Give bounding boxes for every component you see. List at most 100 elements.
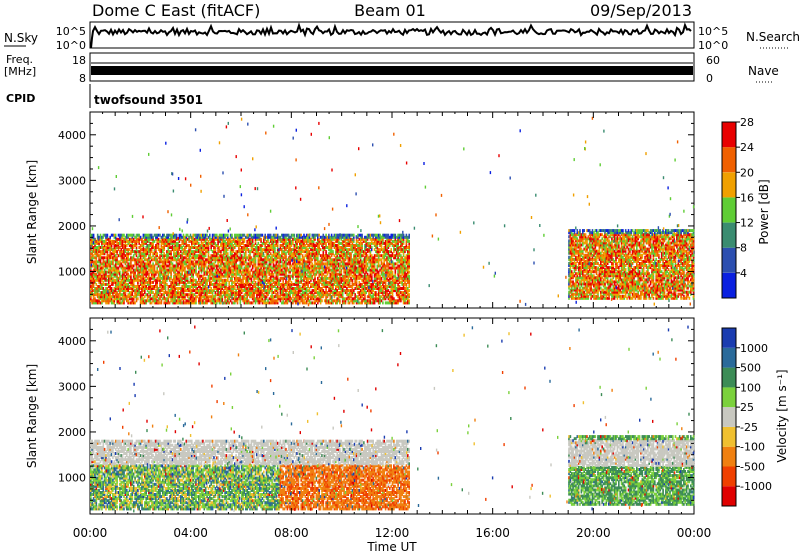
- power-cell: [261, 241, 264, 245]
- power-cell: [145, 241, 147, 245]
- power-cell: [236, 256, 239, 260]
- power-cell: [232, 285, 235, 288]
- power-cell: [245, 266, 247, 270]
- power-cell: [91, 276, 93, 280]
- power-cell: [148, 287, 150, 290]
- power-cell: [210, 268, 212, 272]
- power-cell: [220, 256, 222, 260]
- power-cell: [124, 241, 127, 245]
- power-cell: [276, 285, 279, 288]
- power-cell: [225, 270, 228, 274]
- power-cell: [217, 285, 219, 288]
- power-cell: [310, 282, 312, 286]
- power-cell: [210, 239, 212, 243]
- power-cell: [99, 301, 102, 305]
- nsky-line: [90, 22, 692, 49]
- power-cell: [305, 280, 308, 284]
- power-cell: [228, 246, 230, 249]
- power-cell: [112, 280, 114, 284]
- power-cell: [160, 237, 163, 241]
- power-cell: [326, 272, 329, 276]
- power-cell: [247, 266, 250, 270]
- power-cell: [221, 280, 224, 284]
- power-cell: [98, 246, 100, 249]
- power-cell: [202, 252, 204, 256]
- power-cell: [257, 272, 260, 276]
- power-cell: [200, 268, 203, 272]
- power-cell: [202, 250, 204, 254]
- power-cell: [202, 256, 204, 260]
- power-cell: [167, 270, 170, 274]
- power-cell: [218, 237, 221, 241]
- power-cell: [189, 291, 192, 295]
- power-cell: [261, 252, 264, 256]
- power-cell: [312, 293, 315, 297]
- power-cell: [127, 264, 129, 268]
- power-cell: [218, 299, 221, 303]
- power-cell: [310, 258, 312, 262]
- power-cell: [282, 282, 284, 286]
- power-cell: [130, 260, 132, 264]
- power-cell: [188, 266, 190, 270]
- power-cell: [236, 254, 239, 258]
- power-cell: [225, 274, 228, 278]
- power-cell: [185, 254, 188, 258]
- power-cell: [95, 293, 98, 297]
- power-cell: [90, 252, 92, 256]
- power-cell: [341, 266, 344, 270]
- power-cell: [282, 289, 284, 293]
- power-cell: [162, 272, 164, 276]
- power-cell: [239, 237, 242, 241]
- power-cell: [105, 276, 107, 280]
- power-cell: [124, 235, 127, 239]
- power-cell: [96, 260, 99, 264]
- power-cell: [301, 289, 304, 293]
- power-cell: [258, 268, 261, 272]
- power-cell: [307, 266, 309, 270]
- power-cell: [99, 274, 102, 278]
- power-cell: [289, 270, 291, 274]
- power-cell: [114, 285, 117, 288]
- power-cell: [121, 268, 124, 272]
- power-cell: [276, 299, 279, 303]
- power-cell: [192, 262, 194, 266]
- power-cell: [221, 248, 224, 252]
- power-cell: [303, 239, 305, 243]
- power-cell: [249, 250, 251, 254]
- power-cell: [186, 287, 189, 290]
- power-cell: [178, 246, 181, 249]
- power-cell: [160, 241, 163, 245]
- power-cell: [279, 239, 282, 243]
- power-cell: [131, 285, 134, 288]
- power-cell: [193, 239, 196, 243]
- power-cell: [343, 276, 345, 280]
- power-cell: [142, 297, 145, 301]
- power-cell: [254, 250, 257, 254]
- power-cell: [257, 258, 260, 262]
- power-cell: [130, 280, 132, 284]
- power-cell: [108, 291, 110, 295]
- power-cell: [217, 274, 219, 278]
- power-cell: [240, 289, 243, 293]
- power-cell: [304, 297, 307, 301]
- power-cell: [171, 264, 174, 268]
- power-cell: [343, 233, 345, 237]
- power-cell: [251, 235, 254, 239]
- power-cell: [210, 254, 212, 258]
- power-cell: [299, 291, 301, 295]
- power-cell: [275, 264, 278, 268]
- power-cell: [207, 266, 210, 270]
- power-cell: [91, 301, 93, 305]
- power-cell: [186, 233, 189, 237]
- power-cell: [269, 264, 272, 268]
- power-cell: [98, 270, 100, 274]
- power-cell: [290, 285, 293, 288]
- power-cell: [144, 241, 146, 245]
- power-cell: [236, 264, 239, 268]
- power-cell: [96, 285, 99, 288]
- power-cell: [126, 287, 128, 290]
- power-cell: [149, 270, 152, 274]
- power-cell: [149, 235, 152, 239]
- power-cell: [300, 252, 302, 256]
- power-cell: [117, 297, 120, 301]
